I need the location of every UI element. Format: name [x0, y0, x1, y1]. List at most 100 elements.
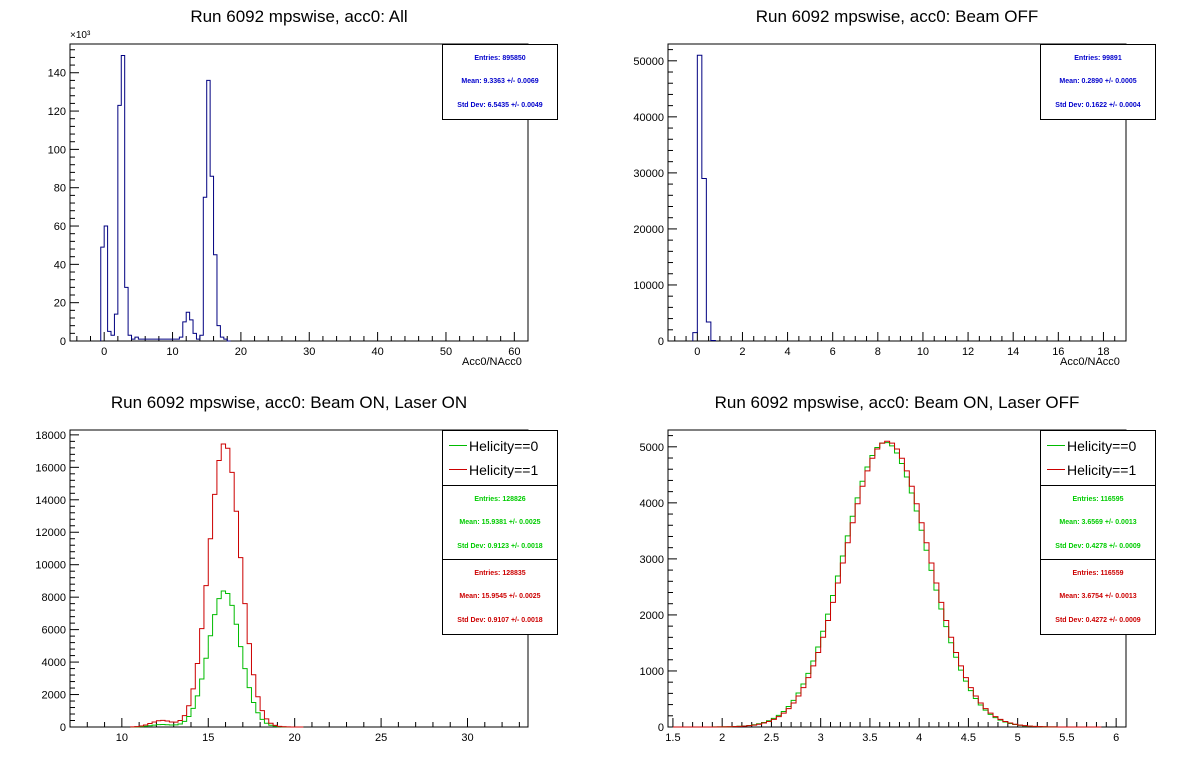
- x-tick-label: 10: [166, 346, 178, 358]
- plot-frame: [667, 43, 1127, 342]
- y-tick-label: 0: [60, 336, 66, 348]
- x-tick-label: 16: [1052, 346, 1064, 358]
- stats-mean: Mean: 3.6754 +/- 0.0013: [1059, 593, 1137, 600]
- histogram-canvas: 0 10000 20000 30000 40000 50000 0 2 4 6 8 10 12 14 16 1…: [633, 43, 1127, 358]
- stats-stddev: Std Dev: 0.4278 +/- 0.0009: [1055, 543, 1141, 550]
- legend-line-icon: [1047, 445, 1065, 446]
- stats-entries: Entries: 116595: [1072, 496, 1124, 503]
- y-tick-label: 5000: [640, 442, 664, 454]
- x-tick-label: 3: [818, 732, 824, 744]
- x-tick-label: 30: [303, 346, 315, 358]
- x-tick-label: 14: [1007, 346, 1019, 358]
- stats-box-helicity0: Entries: 128826 Mean: 15.9381 +/- 0.0025…: [442, 485, 558, 561]
- y-tick-label: 20: [54, 298, 66, 310]
- x-tick-label: 20: [289, 732, 301, 744]
- y-tick-label: 40000: [633, 112, 664, 124]
- legend-box: Helicity==0 Helicity==1: [442, 430, 558, 487]
- y-tick-label: 0: [658, 722, 664, 734]
- stats-box-helicity0: Entries: 116595 Mean: 3.6569 +/- 0.0013 …: [1040, 485, 1156, 561]
- stats-stddev: Std Dev: 0.1622 +/- 0.0004: [1055, 102, 1141, 109]
- y-tick-label: 60: [54, 221, 66, 233]
- x-tick-label: 1.5: [665, 732, 680, 744]
- x-tick-label: 4: [916, 732, 922, 744]
- x-tick-label: 2: [739, 346, 745, 358]
- plot-pad-laser-on: Run 6092 mpswise, acc0: Beam ON, Laser O…: [0, 386, 598, 772]
- stats-entries: Entries: 128835: [474, 570, 526, 577]
- legend-label: Helicity==0: [469, 438, 539, 454]
- plot-title: Run 6092 mpswise, acc0: All: [190, 7, 408, 26]
- y-tick-label: 1000: [640, 666, 664, 678]
- histogram-canvas: 0 20 40 60 80 100 120 140 0 10 20 30 40 50 60: [48, 43, 529, 358]
- x-tick-label: 18: [1097, 346, 1109, 358]
- stats-stddev: Std Dev: 0.9123 +/- 0.0018: [457, 543, 543, 550]
- stats-box-helicity1: Entries: 116559 Mean: 3.6754 +/- 0.0013 …: [1040, 559, 1156, 635]
- y-tick-label: 10000: [633, 280, 664, 292]
- histogram-series-1: [672, 440, 1102, 728]
- x-axis-label: Acc0/NAcc0: [1060, 356, 1120, 368]
- y-tick-label: 2000: [640, 610, 664, 622]
- x-tick-label: 5: [1015, 732, 1021, 744]
- legend-line-icon: [449, 469, 467, 470]
- histogram-series-0: [129, 590, 304, 728]
- x-tick-label: 6: [1113, 732, 1119, 744]
- histogram-series-0: [100, 55, 231, 342]
- plot-title: Run 6092 mpswise, acc0: Beam ON, Laser O…: [714, 393, 1080, 412]
- y-tick-label: 3000: [640, 554, 664, 566]
- y-tick-label: 0: [658, 336, 664, 348]
- y-tick-label: 0: [60, 722, 66, 734]
- x-tick-label: 10: [917, 346, 929, 358]
- x-tick-label: 30: [461, 732, 473, 744]
- y-tick-label: 100: [48, 144, 66, 156]
- stats-entries: Entries: 99891: [1074, 55, 1122, 62]
- y-tick-label: 140: [48, 68, 66, 80]
- x-tick-label: 4.5: [961, 732, 976, 744]
- y-tick-label: 6000: [42, 625, 66, 637]
- legend-label: Helicity==1: [469, 462, 539, 478]
- y-tick-label: 2000: [42, 690, 66, 702]
- x-tick-label: 0: [101, 346, 107, 358]
- plot-pad-all: Run 6092 mpswise, acc0: All 0 20 40 60 80 100…: [0, 0, 598, 386]
- legend-line-icon: [1047, 469, 1065, 470]
- stats-mean: Mean: 3.6569 +/- 0.0013: [1059, 519, 1137, 526]
- legend-label: Helicity==1: [1067, 462, 1137, 478]
- stats-entries: Entries: 116559: [1072, 570, 1124, 577]
- y-tick-label: 12000: [35, 527, 66, 539]
- x-tick-label: 25: [375, 732, 387, 744]
- legend-label: Helicity==0: [1067, 438, 1137, 454]
- x-tick-label: 20: [235, 346, 247, 358]
- stats-mean: Mean: 15.9545 +/- 0.0025: [459, 593, 541, 600]
- stats-stddev: Std Dev: 6.5435 +/- 0.0049: [457, 102, 543, 109]
- legend-entry-helicity0: Helicity==0: [443, 435, 557, 457]
- x-tick-label: 8: [875, 346, 881, 358]
- plot-frame: [69, 43, 529, 342]
- legend-entry-helicity0: Helicity==0: [1041, 435, 1155, 457]
- y-tick-label: 16000: [35, 462, 66, 474]
- x-tick-label: 2.5: [764, 732, 779, 744]
- stats-mean: Mean: 15.9381 +/- 0.0025: [459, 519, 541, 526]
- y-tick-label: 80: [54, 183, 66, 195]
- x-tick-label: 12: [962, 346, 974, 358]
- histogram-series-0: [692, 54, 716, 341]
- y-tick-label: 50000: [633, 56, 664, 68]
- x-tick-label: 4: [785, 346, 791, 358]
- stats-box: Entries: 895850 Mean: 9.3363 +/- 0.0069 …: [442, 44, 558, 120]
- y-tick-label: 120: [48, 106, 66, 118]
- y-tick-label: 4000: [42, 657, 66, 669]
- stats-entries: Entries: 895850: [474, 55, 526, 62]
- stats-mean: Mean: 9.3363 +/- 0.0069: [461, 78, 539, 85]
- y-tick-label: 4000: [640, 498, 664, 510]
- x-tick-label: 6: [830, 346, 836, 358]
- y-tick-label: 14000: [35, 495, 66, 507]
- legend-line-icon: [449, 445, 467, 446]
- x-tick-label: 60: [508, 346, 520, 358]
- histogram-series-0: [672, 442, 1097, 728]
- stats-mean: Mean: 0.2890 +/- 0.0005: [1059, 78, 1137, 85]
- stats-entries: Entries: 128826: [474, 496, 526, 503]
- plot-pad-beam-off: Run 6092 mpswise, acc0: Beam OFF 0 10000 2…: [598, 0, 1196, 386]
- y-tick-label: 20000: [633, 224, 664, 236]
- y-tick-label: 30000: [633, 168, 664, 180]
- plot-title: Run 6092 mpswise, acc0: Beam OFF: [755, 7, 1039, 26]
- x-tick-label: 0: [694, 346, 700, 358]
- x-axis-label: Acc0/NAcc0: [462, 356, 522, 368]
- y-tick-label: 40: [54, 259, 66, 271]
